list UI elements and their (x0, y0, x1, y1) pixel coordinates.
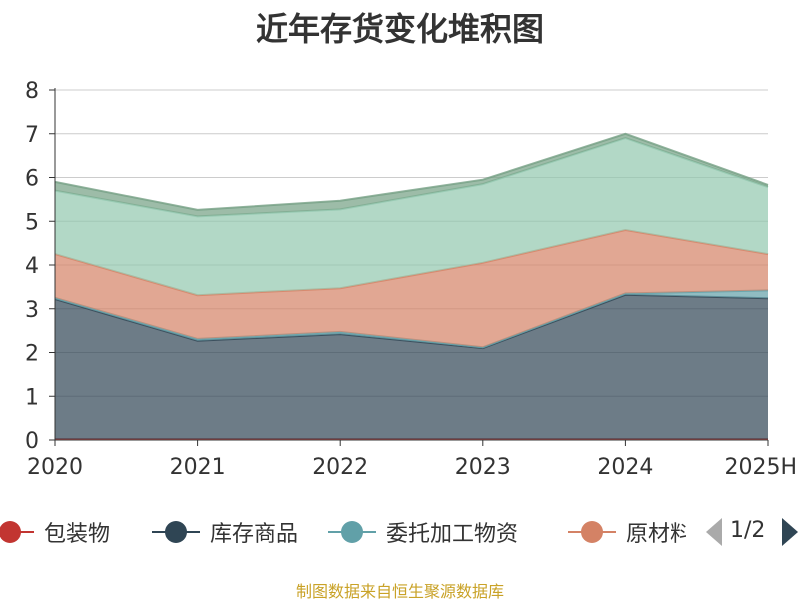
x-tick-label: 2023 (455, 455, 511, 480)
y-tick-label: 0 (25, 429, 39, 454)
chart-title: 近年存货变化堆积图 (255, 10, 544, 48)
y-tick-label: 5 (25, 210, 39, 235)
area-series-2 (55, 290, 768, 349)
legend-label: 委托加工物资 (386, 522, 519, 547)
y-tick-label: 6 (25, 167, 39, 192)
legend-marker-icon (328, 518, 376, 546)
y-tick-label: 7 (25, 123, 39, 148)
area-series-3 (55, 230, 768, 348)
x-tick-label: 2020 (27, 455, 83, 480)
legend-prev-arrow-icon[interactable] (706, 518, 722, 546)
legend-item[interactable]: 包装物 (0, 518, 111, 547)
y-tick-label: 2 (25, 342, 39, 367)
y-tick-label: 1 (25, 385, 39, 410)
legend-pager: 1/2 (700, 512, 800, 552)
legend-items: 包装物 库存商品 委托加工物资 原材料 (0, 512, 686, 552)
y-tick-label: 4 (25, 254, 39, 279)
legend-item[interactable]: 库存商品 (152, 518, 299, 547)
legend-item[interactable]: 委托加工物资 (328, 518, 519, 547)
y-tick-label: 8 (25, 79, 39, 104)
y-tick-label: 3 (25, 298, 39, 323)
legend-marker-icon (0, 518, 34, 546)
x-tick-label: 2024 (597, 455, 653, 480)
legend-marker-icon (152, 518, 200, 546)
legend-label: 库存商品 (210, 522, 299, 547)
legend: 包装物 库存商品 委托加工物资 原材料 1/2 (0, 512, 800, 552)
source-note: 制图数据来自恒生聚源数据库 (295, 582, 504, 601)
legend-next-arrow-icon[interactable] (782, 518, 798, 546)
area-series-1 (55, 294, 768, 440)
legend-label: 原材料 (626, 522, 686, 547)
legend-page-indicator: 1/2 (730, 518, 766, 543)
legend-item[interactable]: 原材料 (568, 518, 686, 547)
area-series-4 (55, 138, 768, 296)
x-tick-label: 2025H (724, 455, 797, 480)
line-series-5 (54, 132, 769, 211)
legend-label: 包装物 (44, 522, 111, 547)
legend-marker-icon (568, 518, 616, 546)
x-tick-label: 2022 (312, 455, 368, 480)
x-tick-label: 2021 (170, 455, 226, 480)
